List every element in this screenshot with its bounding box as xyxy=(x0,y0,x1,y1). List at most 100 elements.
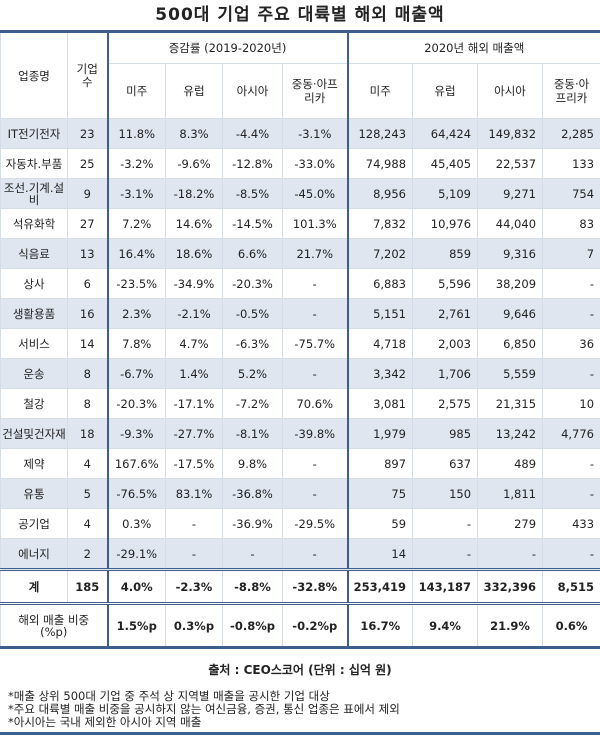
sales-cell: - xyxy=(542,268,600,299)
industry-name: 생활용품 xyxy=(0,298,68,329)
company-count: 6 xyxy=(67,268,108,299)
company-count: 185 xyxy=(67,568,108,604)
sales-cell: 2,575 xyxy=(412,388,479,419)
footnote: *주요 대륙별 매출 비중을 공시하지 않는 여신금융, 증권, 통신 업종은 … xyxy=(8,702,400,716)
sales-cell: 1,706 xyxy=(412,358,479,389)
sales-cell: 5,109 xyxy=(412,178,479,209)
sales-cell: 489 xyxy=(477,448,544,479)
table-row: 조선.기계.설비 9 -3.1% -18.2% -8.5% -45.0% 8,956 5,10… xyxy=(0,178,600,209)
growth-cell: -2.3% xyxy=(165,568,223,604)
growth-cell: -3.1% xyxy=(281,118,349,149)
sales-cell: 3,342 xyxy=(346,358,414,389)
company-count: 27 xyxy=(67,208,108,239)
company-count: 13 xyxy=(67,238,108,269)
sales-cell: 7,832 xyxy=(346,208,414,239)
header-sales-region: 아시아 xyxy=(477,63,544,119)
growth-cell: 14.6% xyxy=(165,208,223,239)
growth-cell: 83.1% xyxy=(165,478,223,509)
sales-cell: 44,040 xyxy=(477,208,544,239)
table-row: 운송 8 -6.7% 1.4% 5.2% -3,342 1,706 5,559- xyxy=(0,358,600,389)
sales-cell: 83 xyxy=(542,208,600,239)
sales-cell: 8,956 xyxy=(346,178,414,209)
growth-cell: -6.3% xyxy=(222,328,283,359)
company-count: 2 xyxy=(67,538,108,570)
company-count: 9 xyxy=(67,178,108,209)
growth-cell: -76.5% xyxy=(106,478,166,509)
sales-cell: 0.6% xyxy=(542,602,600,649)
sales-cell: 1,811 xyxy=(477,478,544,509)
growth-cell: -4.4% xyxy=(222,118,283,149)
sales-cell: 64,424 xyxy=(412,118,479,149)
sales-cell: 9,271 xyxy=(477,178,544,209)
footnote: *매출 상위 500대 기업 중 주석 상 지역별 매출을 공시한 기업 대상 xyxy=(8,689,330,703)
sales-cell: - xyxy=(542,358,600,389)
header-sales-region: 유럽 xyxy=(412,63,479,119)
company-count: 4 xyxy=(67,508,108,539)
growth-cell: 9.8% xyxy=(222,448,283,479)
sales-table: 업종명 기업수 증감률 (2019-2020년) 2020년 해외 매출액 미주… xyxy=(0,30,600,649)
total-row: 계 185 4.0% -2.3% -8.8% -32.8% 253,419 143,187 33… xyxy=(0,568,600,604)
industry-name: 제약 xyxy=(0,448,68,479)
company-count: 14 xyxy=(67,328,108,359)
growth-cell: 1.5%p xyxy=(106,602,166,649)
growth-cell: -36.8% xyxy=(222,478,283,509)
header-growth-region: 중동·아프리카 xyxy=(281,63,349,119)
industry-name: 에너지 xyxy=(0,538,68,570)
table-row: 공기업 4 0.3% - -36.9% -29.5% 59-279 433 xyxy=(0,508,600,539)
sales-cell: 38,209 xyxy=(477,268,544,299)
sales-cell: - xyxy=(542,298,600,329)
growth-cell: 16.4% xyxy=(106,238,166,269)
sales-cell: 897 xyxy=(346,448,414,479)
company-count: 16 xyxy=(67,298,108,329)
sales-cell: 14 xyxy=(346,538,414,570)
header-growth-region: 미주 xyxy=(106,63,166,119)
header-sales-group: 2020년 해외 매출액 xyxy=(346,30,600,64)
sales-cell: 5,596 xyxy=(412,268,479,299)
growth-cell: -20.3% xyxy=(222,268,283,299)
sales-cell: 253,419 xyxy=(346,568,414,604)
sales-cell: 7 xyxy=(542,238,600,269)
growth-cell: 70.6% xyxy=(281,388,349,419)
industry-name: 상사 xyxy=(0,268,68,299)
footnotes: *매출 상위 500대 기업 중 주석 상 지역별 매출을 공시한 기업 대상 *… xyxy=(8,690,600,729)
growth-cell: -14.5% xyxy=(222,208,283,239)
table-row: 철강 8 -20.3% -17.1% -7.2% 70.6% 3,081 2,575 21,31… xyxy=(0,388,600,419)
table-row: 에너지 2 -29.1% - - -14- - - xyxy=(0,538,600,570)
sales-cell: 2,761 xyxy=(412,298,479,329)
growth-cell: -27.7% xyxy=(165,418,223,449)
industry-name: 유통 xyxy=(0,478,68,509)
industry-name: 석유화학 xyxy=(0,208,68,239)
sales-cell: 74,988 xyxy=(346,148,414,179)
growth-cell: -20.3% xyxy=(106,388,166,419)
industry-name: 식음료 xyxy=(0,238,68,269)
growth-cell: -36.9% xyxy=(222,508,283,539)
sales-cell: 4,776 xyxy=(542,418,600,449)
sales-cell: 279 xyxy=(477,508,544,539)
table-row: 제약 4 167.6% -17.5% 9.8% -897 637 489- xyxy=(0,448,600,479)
growth-cell: -29.1% xyxy=(106,538,166,570)
growth-cell: 6.6% xyxy=(222,238,283,269)
share-row: 해외 매출 비중 (%p) 1.5%p 0.3%p -0.8%p -0.2%p 16.7%… xyxy=(0,602,600,649)
header-count: 기업수 xyxy=(67,30,108,119)
sales-cell: - xyxy=(477,538,544,570)
industry-name: 건설및건자재 xyxy=(0,418,68,449)
growth-cell: -2.1% xyxy=(165,298,223,329)
sales-cell: 3,081 xyxy=(346,388,414,419)
sales-cell: 16.7% xyxy=(346,602,414,649)
company-count: 18 xyxy=(67,418,108,449)
growth-cell: -6.7% xyxy=(106,358,166,389)
growth-cell: 101.3% xyxy=(281,208,349,239)
growth-cell: 2.3% xyxy=(106,298,166,329)
growth-cell: - xyxy=(165,508,223,539)
table-row: 건설및건자재 18 -9.3% -27.7% -8.1% -39.8% 1,979 985 13… xyxy=(0,418,600,449)
growth-cell: 0.3%p xyxy=(165,602,223,649)
growth-cell: -8.5% xyxy=(222,178,283,209)
sales-cell: 9.4% xyxy=(412,602,479,649)
growth-cell: 5.2% xyxy=(222,358,283,389)
growth-cell: -34.9% xyxy=(165,268,223,299)
growth-cell: -17.1% xyxy=(165,388,223,419)
sales-cell: 59 xyxy=(346,508,414,539)
table-row: 유통 5 -76.5% 83.1% -36.8% -75 150 1,811- xyxy=(0,478,600,509)
growth-cell: 11.8% xyxy=(106,118,166,149)
sales-cell: 149,832 xyxy=(477,118,544,149)
